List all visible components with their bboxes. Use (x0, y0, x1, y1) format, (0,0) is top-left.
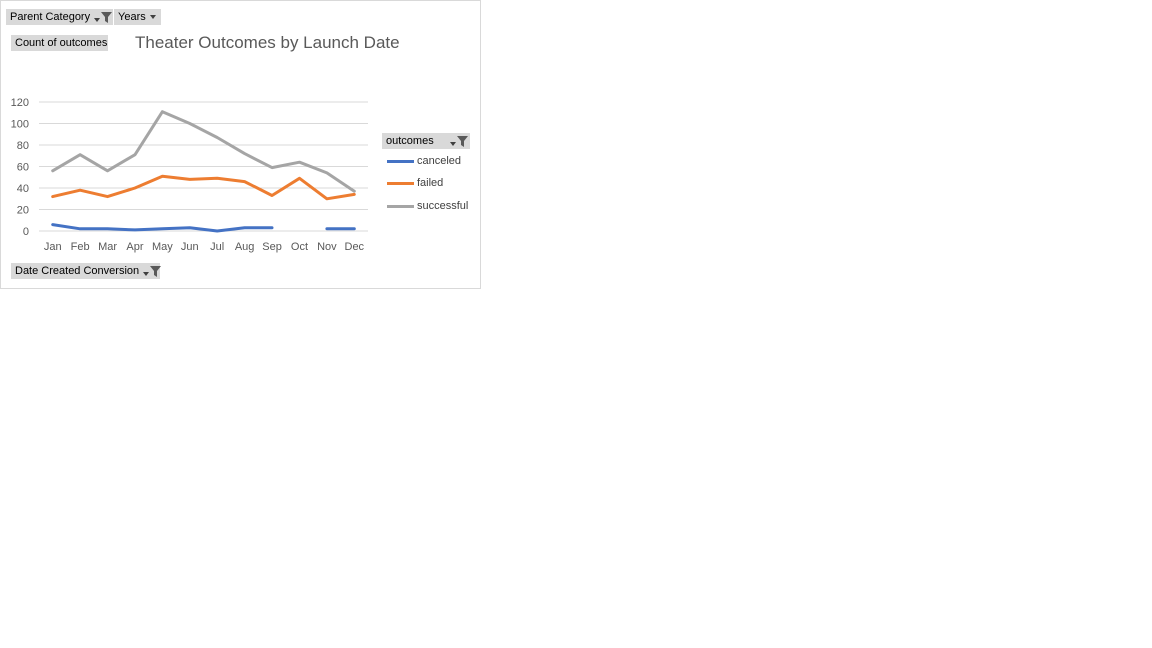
x-tick-label-apr: Apr (126, 241, 143, 253)
series-line-canceled-segment-1[interactable] (51, 223, 274, 233)
legend-label-failed: failed (417, 177, 444, 189)
x-tick-label-feb: Feb (71, 241, 90, 253)
y-tick-label: 20 (17, 205, 29, 217)
plot-area: 0 20 40 60 80 100 120 Jan Feb Mar Apr May Jun Jul Aug… (11, 97, 368, 253)
x-tick-label-jun: Jun (181, 241, 199, 253)
chart-title: Theater Outcomes by Launch Date (135, 33, 400, 52)
legend-entry-failed[interactable]: failed (387, 176, 443, 190)
data-point-canceled-feb[interactable] (79, 227, 82, 230)
data-point-successful-jul[interactable] (216, 136, 219, 139)
legend-swatch-canceled (387, 159, 414, 163)
filter-icon (456, 135, 468, 147)
dropdown-arrow-icon (143, 272, 150, 276)
series-line-failed[interactable] (51, 174, 356, 201)
data-point-successful-mar[interactable] (106, 169, 109, 172)
y-tick-label: 120 (11, 97, 29, 109)
data-point-failed-jul[interactable] (216, 177, 219, 180)
data-point-successful-aug[interactable] (243, 152, 246, 155)
data-point-failed-aug[interactable] (243, 180, 246, 183)
dropdown-arrow-icon (449, 142, 456, 146)
data-point-canceled-nov[interactable] (325, 227, 328, 230)
values-field-button[interactable]: Count of outcomes (11, 35, 108, 51)
y-tick-label: 100 (11, 119, 29, 131)
y-tick-label: 60 (17, 162, 29, 174)
years-filter-button[interactable]: Years (114, 9, 161, 25)
legend-label-canceled: canceled (417, 155, 462, 167)
data-point-failed-nov[interactable] (325, 197, 328, 200)
x-tick-label-aug: Aug (235, 241, 255, 253)
legend-field-label: outcomes (386, 135, 434, 147)
data-point-canceled-jan[interactable] (51, 223, 54, 226)
parent-category-label: Parent Category (10, 11, 91, 23)
legend-label-successful: successful (417, 200, 469, 212)
x-tick-label-dec: Dec (345, 241, 365, 253)
data-point-canceled-sep[interactable] (271, 226, 273, 229)
data-point-canceled-jul[interactable] (216, 230, 219, 232)
filter-icon (101, 11, 113, 23)
pivot-chart[interactable]: Parent Category Years Count of outcomes … (0, 0, 481, 289)
x-tick-label-sep: Sep (262, 241, 282, 253)
data-point-failed-feb[interactable] (79, 189, 82, 192)
x-tick-label-jan: Jan (44, 241, 62, 253)
data-point-failed-oct[interactable] (298, 177, 301, 180)
legend-swatch-successful (387, 204, 414, 208)
data-point-successful-jan[interactable] (51, 169, 54, 172)
legend-entry-canceled[interactable]: canceled (387, 154, 461, 168)
x-tick-label-nov: Nov (317, 241, 337, 253)
legend-entry-successful[interactable]: successful (387, 199, 468, 213)
data-point-failed-may[interactable] (161, 175, 164, 178)
values-field-label: Count of outcomes (15, 37, 108, 49)
data-point-successful-apr[interactable] (134, 153, 136, 156)
data-point-failed-dec[interactable] (353, 193, 356, 196)
legend-swatch-failed (387, 181, 414, 185)
parent-category-filter-button[interactable]: Parent Category (6, 9, 113, 25)
data-point-canceled-dec[interactable] (353, 227, 356, 230)
series-line-successful[interactable] (51, 110, 356, 193)
data-point-canceled-may[interactable] (161, 227, 164, 230)
data-point-successful-feb[interactable] (79, 153, 82, 156)
legend-field-button[interactable]: outcomes (382, 133, 470, 149)
data-point-canceled-mar[interactable] (106, 227, 109, 230)
filter-icon (150, 265, 162, 277)
x-tick-label-oct: Oct (291, 241, 308, 253)
data-point-successful-nov[interactable] (325, 171, 328, 174)
data-point-canceled-aug[interactable] (243, 226, 246, 229)
data-point-canceled-jun[interactable] (188, 226, 191, 229)
data-point-successful-jun[interactable] (188, 122, 191, 125)
axis-field-label: Date Created Conversion (15, 265, 140, 277)
dropdown-arrow-icon (149, 15, 156, 19)
x-tick-label-may: May (152, 241, 173, 253)
data-point-successful-oct[interactable] (298, 161, 301, 164)
y-tick-label: 40 (17, 183, 29, 195)
data-point-failed-sep[interactable] (271, 194, 273, 197)
data-point-failed-jun[interactable] (188, 178, 191, 181)
axis-field-button[interactable]: Date Created Conversion (11, 263, 162, 279)
x-tick-label-mar: Mar (98, 241, 117, 253)
data-point-successful-may[interactable] (161, 110, 164, 113)
y-tick-label: 0 (23, 226, 29, 238)
data-point-successful-dec[interactable] (353, 190, 356, 193)
data-point-failed-apr[interactable] (134, 187, 136, 189)
data-point-successful-sep[interactable] (271, 166, 273, 169)
x-tick-label-jul: Jul (210, 241, 224, 253)
data-point-failed-mar[interactable] (106, 195, 109, 198)
y-tick-label: 80 (17, 140, 29, 152)
dropdown-arrow-icon (94, 18, 101, 22)
years-label: Years (118, 11, 146, 23)
data-point-canceled-apr[interactable] (134, 228, 136, 231)
data-point-failed-jan[interactable] (51, 195, 54, 198)
